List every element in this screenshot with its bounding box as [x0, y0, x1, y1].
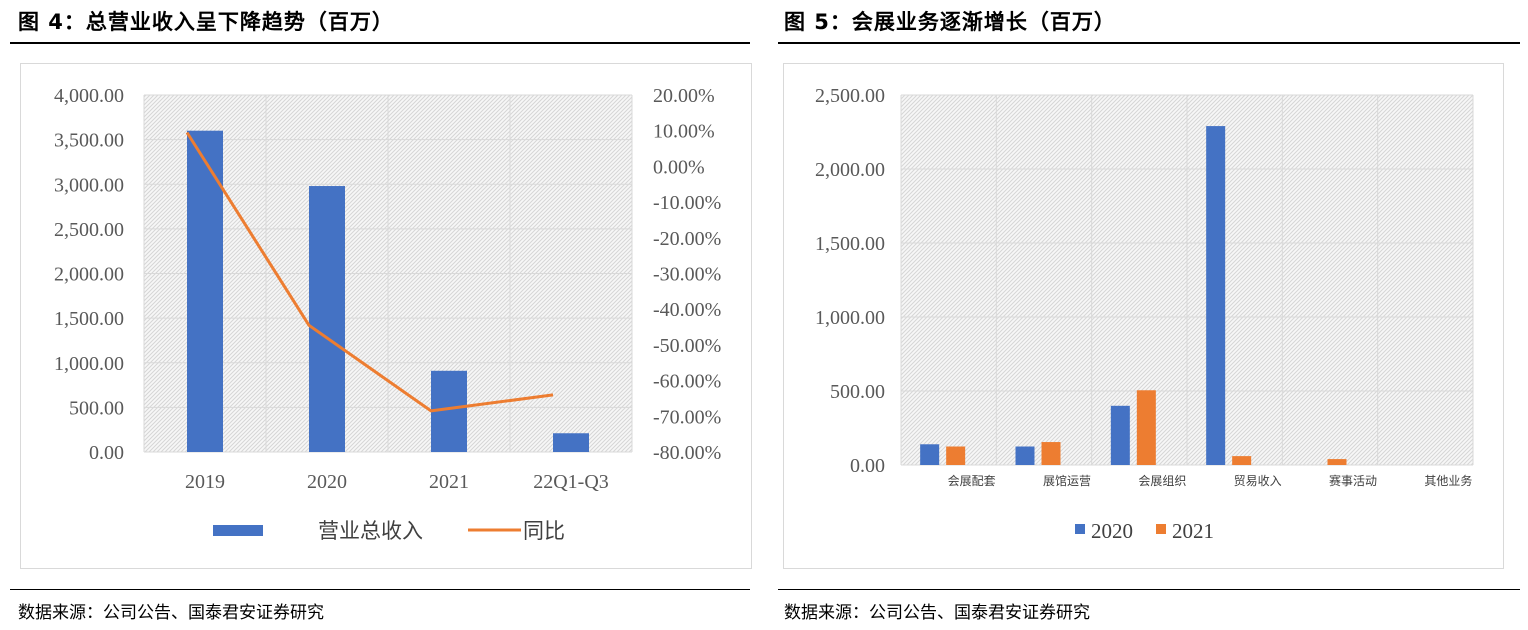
right-source-note: 数据来源：公司公告、国泰君安证券研究 — [784, 603, 1090, 623]
bar-2021 — [1232, 456, 1252, 465]
x-tick-label: 会展组织 — [1138, 474, 1186, 488]
left-source-rule — [10, 589, 750, 590]
right-chart: 0.00 500.00 1,000.00 1,500.00 2,000.00 2,500.… — [815, 85, 1474, 543]
y2-tick-label: -20.00% — [653, 228, 721, 250]
y-tick-label: 500.00 — [69, 397, 124, 419]
y2-tick-label: -80.00% — [653, 442, 721, 464]
y-tick-label: 4,000.00 — [54, 85, 124, 107]
legend-label-yoy: 同比 — [523, 519, 565, 543]
legend-swatch-2021 — [1156, 524, 1166, 534]
bar-2020 — [1015, 446, 1035, 465]
left-title-rule — [10, 42, 750, 44]
bar-2021 — [1136, 390, 1156, 465]
y-tick-label: 1,000.00 — [815, 307, 885, 329]
y-tick-label: 2,000.00 — [54, 264, 124, 286]
right-chart-frame: 0.00 500.00 1,000.00 1,500.00 2,000.00 2,500.… — [783, 63, 1504, 569]
revenue-bar — [553, 433, 589, 452]
x-tick-label: 会展配套 — [948, 474, 996, 488]
left-chart: 0.00 500.00 1,000.00 1,500.00 2,000.00 2,500.… — [54, 85, 721, 543]
y-tick-label: 2,500.00 — [815, 85, 885, 107]
y-tick-label: 0.00 — [850, 455, 885, 477]
y-tick-label: 2,500.00 — [54, 219, 124, 241]
x-tick-label: 展馆运营 — [1043, 473, 1091, 488]
y-tick-label: 500.00 — [830, 381, 885, 403]
right-source-rule — [778, 589, 1520, 590]
y2-tick-label: -10.00% — [653, 192, 721, 214]
y2-tick-label: 0.00% — [653, 156, 705, 178]
left-chart-frame: 0.00 500.00 1,000.00 1,500.00 2,000.00 2,500.… — [20, 63, 752, 569]
y-tick-label: 3,000.00 — [54, 174, 124, 196]
bar-2020 — [920, 444, 940, 465]
legend-swatch-revenue — [213, 525, 263, 536]
y2-tick-label: -50.00% — [653, 335, 721, 357]
bar-2021 — [946, 446, 966, 465]
y2-tick-label: -60.00% — [653, 371, 721, 393]
y-tick-label: 1,500.00 — [54, 308, 124, 330]
right-title-rule — [778, 42, 1520, 44]
revenue-bar — [187, 130, 223, 452]
left-figure-title: 图 4：总营业收入呈下降趋势（百万） — [18, 10, 394, 34]
legend-label-2021: 2021 — [1172, 519, 1214, 543]
bar-2021 — [1327, 459, 1347, 465]
bar-2020 — [1110, 405, 1130, 465]
left-source-note: 数据来源：公司公告、国泰君安证券研究 — [18, 603, 324, 623]
y2-tick-label: -30.00% — [653, 264, 721, 286]
right-figure-title: 图 5：会展业务逐渐增长（百万） — [784, 10, 1116, 34]
legend-label-revenue: 营业总收入 — [318, 519, 423, 543]
revenue-bar — [309, 186, 345, 452]
x-tick-label: 22Q1-Q3 — [533, 471, 609, 493]
y2-tick-label: -40.00% — [653, 299, 721, 321]
y2-tick-label: -70.00% — [653, 406, 721, 428]
x-tick-label: 赛事活动 — [1329, 473, 1377, 488]
x-tick-label: 其他业务 — [1424, 473, 1472, 488]
bar-2020 — [1206, 126, 1226, 465]
y2-tick-label: 10.00% — [653, 121, 715, 143]
bar-2021 — [1041, 442, 1061, 465]
yoy-line — [185, 131, 554, 413]
x-tick-label: 2021 — [429, 471, 469, 493]
y-tick-label: 3,500.00 — [54, 130, 124, 152]
y-tick-label: 0.00 — [89, 442, 124, 464]
x-tick-label: 2019 — [185, 471, 225, 493]
x-tick-label: 2020 — [307, 471, 347, 493]
y2-tick-label: 20.00% — [653, 85, 715, 107]
y-tick-label: 1,500.00 — [815, 233, 885, 255]
y-tick-label: 2,000.00 — [815, 159, 885, 181]
y-tick-label: 1,000.00 — [54, 353, 124, 375]
legend-label-2020: 2020 — [1091, 519, 1133, 543]
x-tick-label: 贸易收入 — [1234, 474, 1282, 488]
legend-swatch-2020 — [1075, 524, 1085, 534]
